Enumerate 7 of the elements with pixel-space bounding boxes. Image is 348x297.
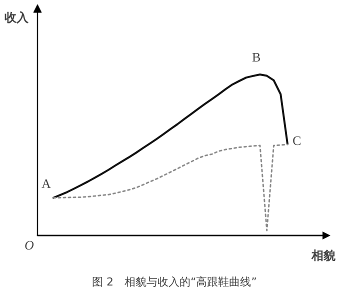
text: O: [24, 238, 34, 252]
text: 图 2 相貌与收入的“高跟鞋曲线”: [92, 276, 257, 288]
x-axis-title: 相貌: [310, 248, 336, 262]
annotation: A: [42, 176, 52, 191]
text: B: [252, 50, 261, 64]
text: C: [292, 132, 302, 148]
y-axis-title: 收入: [4, 10, 30, 24]
